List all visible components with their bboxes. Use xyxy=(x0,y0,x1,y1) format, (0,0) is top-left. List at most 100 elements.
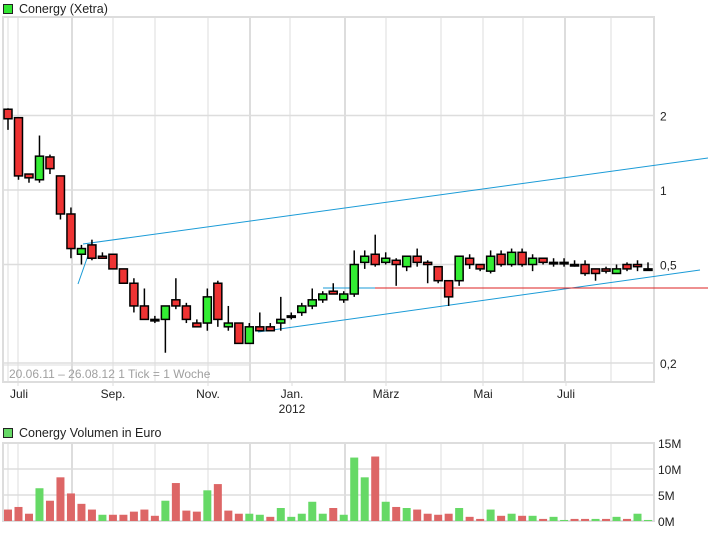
y-tick-label: 1 xyxy=(660,184,667,198)
volume-bar xyxy=(339,514,348,521)
volume-bars xyxy=(4,456,652,521)
x-tick-label: Juli xyxy=(557,387,575,401)
gridlines xyxy=(2,16,655,386)
candle-down xyxy=(181,305,192,321)
price-legend: Conergy (Xetra) xyxy=(3,1,108,17)
x-tick-label: Nov. xyxy=(196,387,220,401)
candle-down xyxy=(391,259,401,266)
volume-bar xyxy=(507,513,516,521)
volume-bar xyxy=(56,477,65,521)
candle-up xyxy=(297,305,307,314)
volume-bar xyxy=(108,514,117,521)
volume-bar xyxy=(87,509,96,521)
volume-legend: Conergy Volumen in Euro xyxy=(3,425,161,441)
y-tick-label: 0,2 xyxy=(660,357,677,371)
candle-up xyxy=(527,257,538,266)
volume-y-tick-label: 10M xyxy=(658,463,681,477)
candle-up xyxy=(276,318,286,324)
candle-down xyxy=(412,255,422,264)
volume-bar xyxy=(381,501,390,521)
candle-down xyxy=(265,326,276,332)
candle-up xyxy=(569,263,580,267)
volume-y-tick-label: 0M xyxy=(658,515,675,529)
candle-up xyxy=(643,268,653,272)
candle-up xyxy=(380,257,391,264)
volume-bar xyxy=(434,514,443,521)
volume-bar xyxy=(192,511,201,521)
volume-bar xyxy=(24,513,33,521)
candle-down xyxy=(255,326,265,332)
volume-bar xyxy=(623,518,632,521)
candle-down xyxy=(3,108,13,120)
trendline xyxy=(257,269,701,333)
volume-legend-swatch xyxy=(3,428,13,438)
volume-bar xyxy=(203,490,212,521)
candle-down xyxy=(433,265,443,282)
volume-bar xyxy=(329,508,338,521)
candle-down xyxy=(118,268,129,284)
volume-bar xyxy=(161,500,170,521)
volume-bar xyxy=(171,483,180,521)
candle-down xyxy=(66,213,76,250)
volume-bar xyxy=(14,506,23,521)
trendline xyxy=(82,157,708,245)
candle-down xyxy=(192,322,202,328)
volume-bar xyxy=(182,510,191,521)
candle-up xyxy=(454,255,464,282)
volume-bar xyxy=(602,518,611,521)
candle-down xyxy=(622,263,632,270)
candle-up xyxy=(160,305,171,321)
candle-down xyxy=(443,279,454,298)
price-legend-swatch xyxy=(3,4,13,14)
candle-up xyxy=(307,299,318,307)
volume-bar xyxy=(560,519,569,521)
volume-bar xyxy=(570,518,579,521)
volume-bar xyxy=(392,506,401,521)
candle-down xyxy=(171,299,181,307)
x-tick-label: Sep. xyxy=(101,387,126,401)
candle-down xyxy=(475,263,485,270)
volume-bar xyxy=(266,516,275,521)
candle-up xyxy=(611,268,622,275)
volume-bar xyxy=(98,514,107,521)
volume-bar xyxy=(444,513,453,521)
volume-bar xyxy=(45,500,54,521)
volume-bar xyxy=(528,515,537,521)
volume-bar xyxy=(455,508,464,521)
candle-down xyxy=(129,282,139,307)
volume-bar xyxy=(245,513,254,521)
y-tick-label: 0,5 xyxy=(660,259,677,273)
volume-bar xyxy=(581,518,590,521)
volume-bar xyxy=(129,511,138,521)
volume-bar xyxy=(360,477,369,521)
volume-bar xyxy=(66,493,75,521)
volume-bar xyxy=(287,516,296,521)
candle-up xyxy=(485,255,496,272)
candle-down xyxy=(538,257,548,264)
volume-bar xyxy=(35,488,44,521)
volume-bar xyxy=(150,515,159,521)
candle-up xyxy=(244,326,255,345)
candle-down xyxy=(496,253,506,266)
volume-bar xyxy=(308,501,317,521)
candle-down xyxy=(13,116,24,177)
volume-y-tick-label: 5M xyxy=(658,489,675,503)
y-tick-label: 2 xyxy=(660,110,667,124)
candlestick-series xyxy=(3,108,653,353)
x-tick-label: Jan. xyxy=(281,387,304,401)
volume-bar xyxy=(612,516,621,521)
candle-down xyxy=(328,290,338,295)
candle-up xyxy=(401,255,412,268)
volume-bar xyxy=(497,515,506,521)
candle-down xyxy=(108,253,118,270)
volume-bar xyxy=(4,509,12,521)
trendlines xyxy=(77,157,708,333)
candle-up xyxy=(286,315,297,319)
candle-up xyxy=(318,293,328,301)
candle-down xyxy=(422,261,433,266)
candle-down xyxy=(632,263,643,268)
axis-labels: 20.06.11 – 26.08.12 1 Tick = 1 Woche 210… xyxy=(9,110,681,530)
candle-up xyxy=(349,263,359,295)
candle-down xyxy=(87,244,97,259)
